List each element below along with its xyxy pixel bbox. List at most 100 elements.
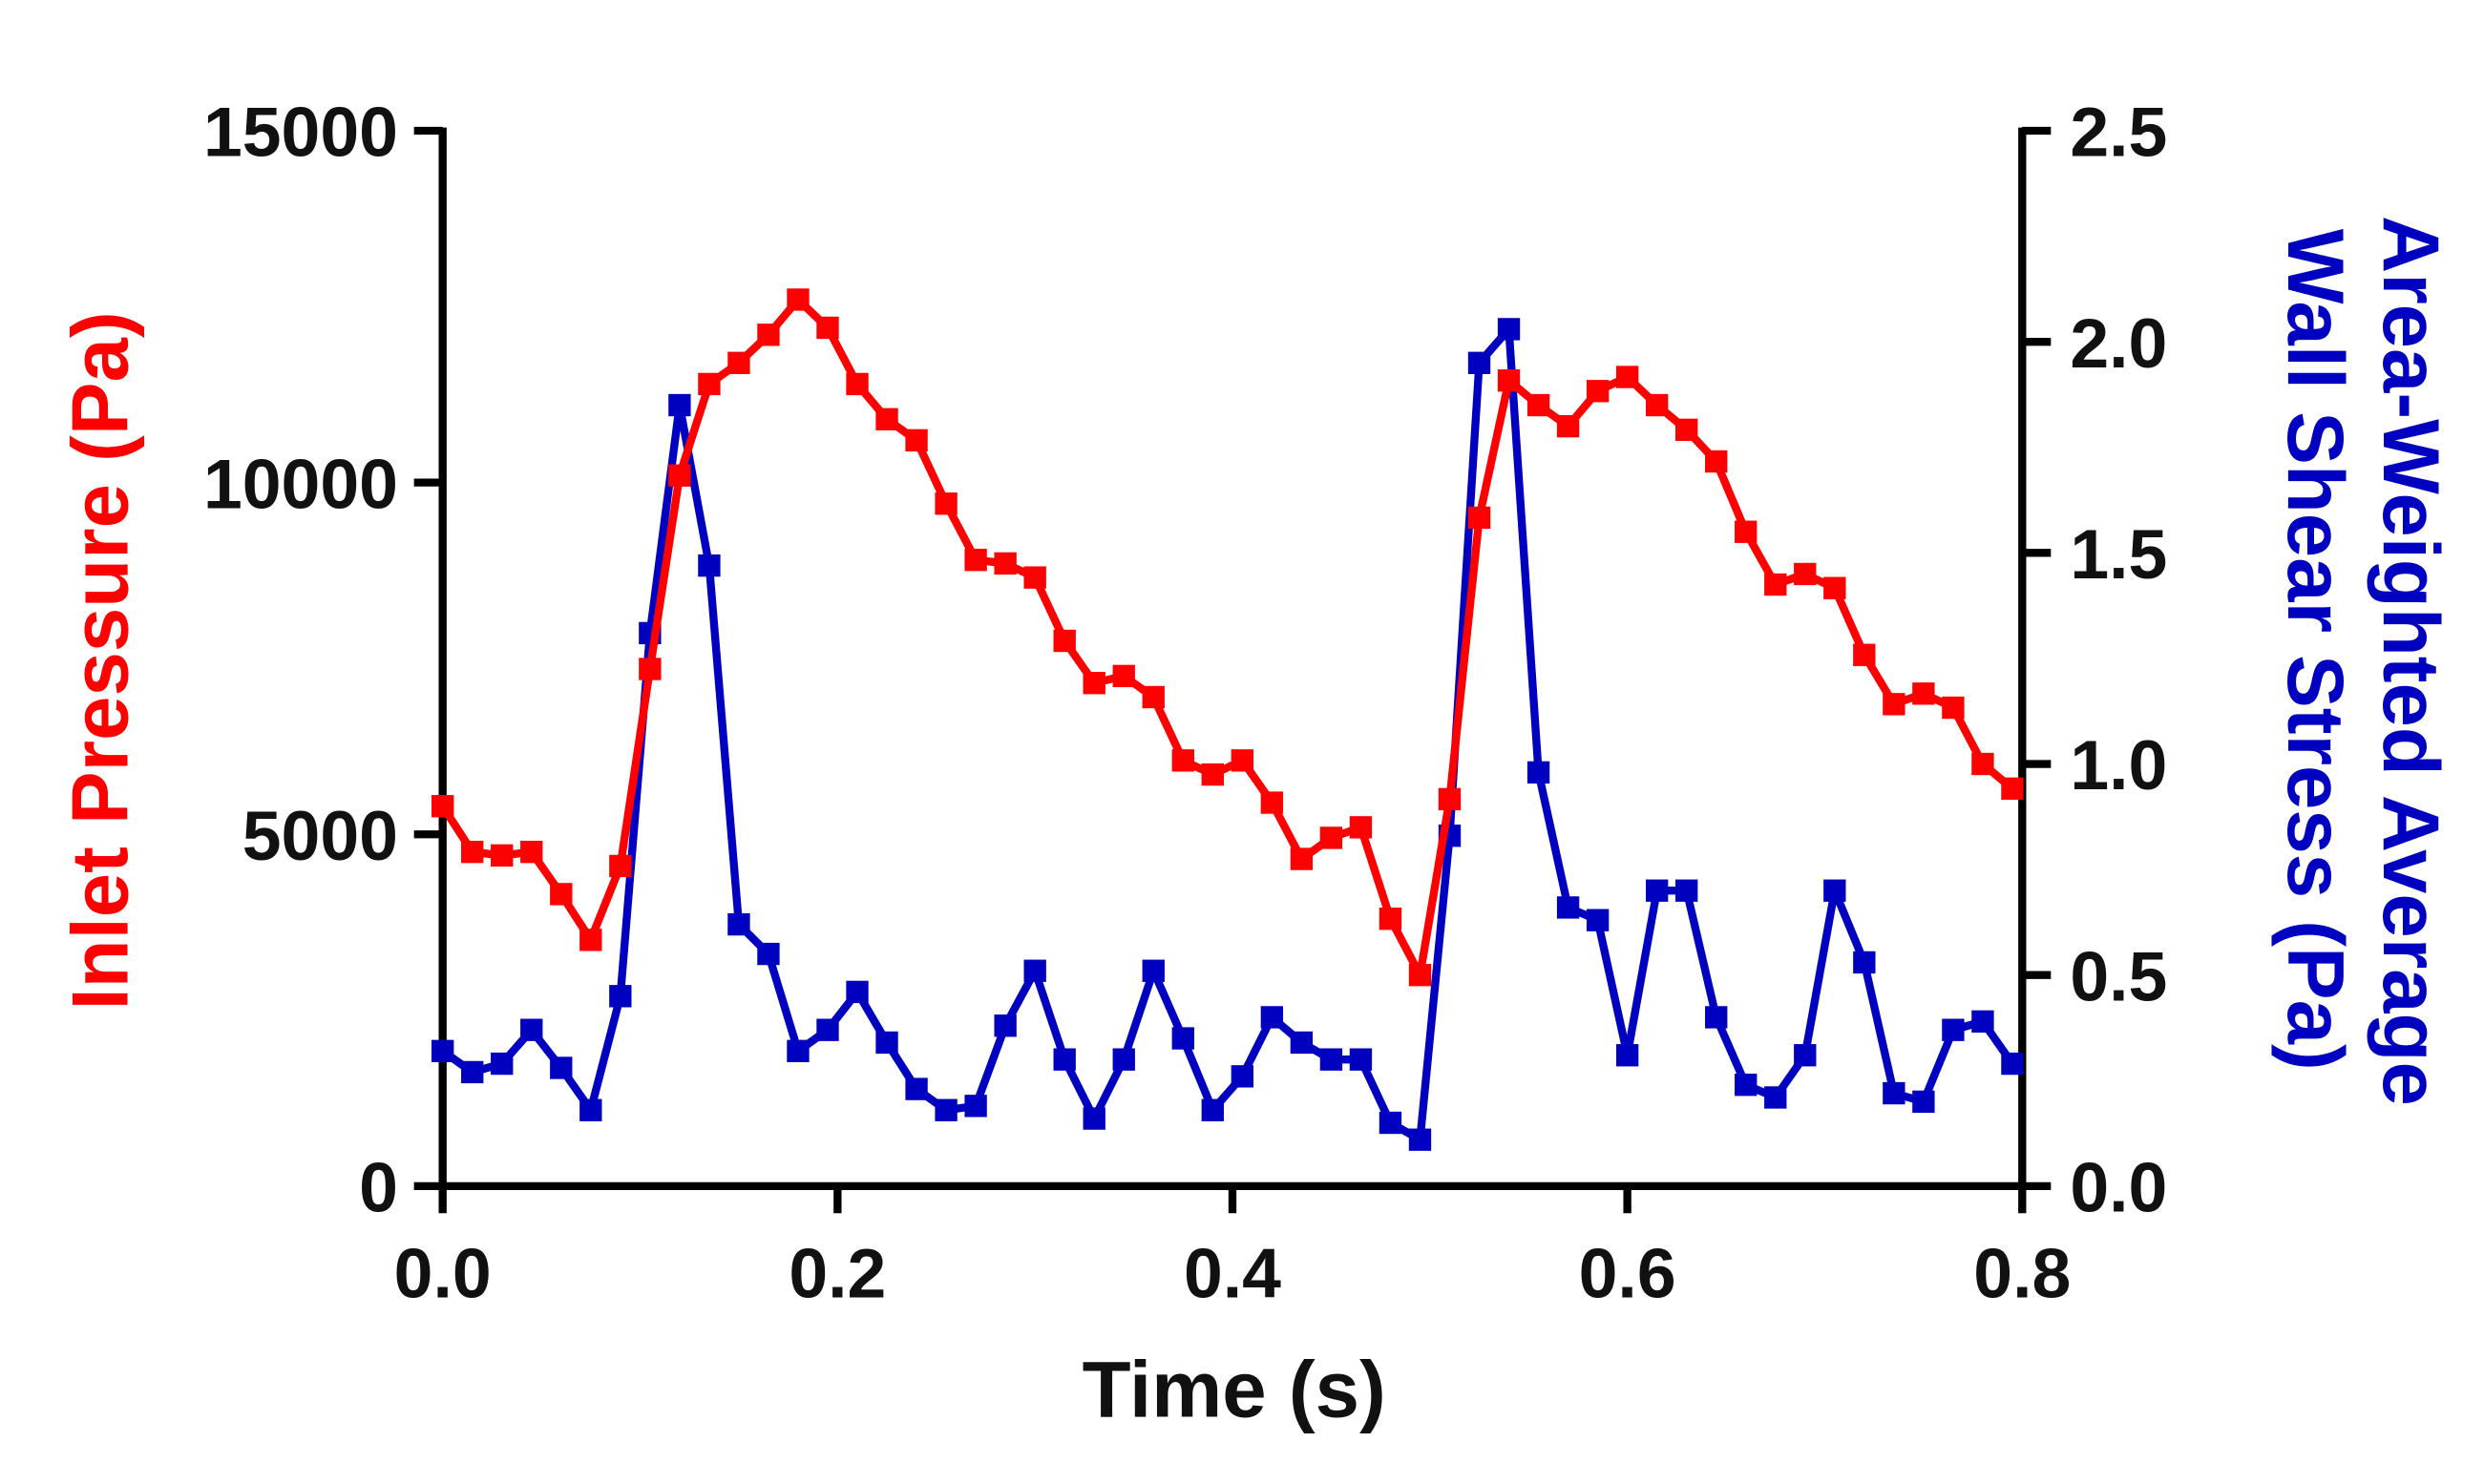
inlet-pressure-point xyxy=(1883,693,1905,716)
inlet-pressure-point xyxy=(1912,682,1935,705)
wall-shear-stress-point xyxy=(1497,318,1521,341)
wall-shear-stress-point xyxy=(1142,959,1165,982)
wall-shear-stress-point xyxy=(905,1077,928,1100)
right-y-tick-label: 2.5 xyxy=(2070,94,2167,172)
inlet-pressure-point xyxy=(579,929,602,951)
inlet-pressure-point xyxy=(1526,393,1550,417)
inlet-pressure-point xyxy=(1497,369,1521,392)
wall-shear-stress-point xyxy=(1735,1074,1758,1097)
right-y-tick-label: 2.0 xyxy=(2070,304,2167,383)
inlet-pressure-point xyxy=(1467,506,1491,530)
wall-shear-stress-point xyxy=(816,1018,839,1041)
inlet-pressure-point xyxy=(1171,749,1194,772)
inlet-pressure-point xyxy=(875,408,898,430)
inlet-pressure-point xyxy=(1408,964,1432,987)
series-group xyxy=(432,288,2024,1151)
inlet-pressure-point xyxy=(1349,816,1373,839)
inlet-pressure-point xyxy=(609,854,632,878)
wall-shear-stress-point xyxy=(698,554,721,577)
wall-shear-stress-point xyxy=(491,1052,514,1076)
wall-shear-stress-point xyxy=(520,1018,543,1041)
wall-shear-stress-point xyxy=(432,1039,454,1062)
inlet-pressure-point xyxy=(520,840,543,864)
x-axis-title: Time (s) xyxy=(1083,1346,1386,1434)
inlet-pressure-point xyxy=(2001,777,2024,800)
wall-shear-stress-point xyxy=(1319,1048,1343,1071)
wall-shear-stress-point xyxy=(1615,1044,1639,1067)
wall-shear-stress-series xyxy=(432,318,2024,1151)
right-y-tick-label: 1.5 xyxy=(2070,515,2167,594)
inlet-pressure-point xyxy=(491,844,514,867)
inlet-pressure-point xyxy=(461,840,484,864)
inlet-pressure-point xyxy=(1794,562,1817,586)
wall-shear-stress-point xyxy=(1526,761,1550,784)
wall-shear-stress-point xyxy=(1171,1027,1194,1050)
wall-shear-stress-point xyxy=(1823,879,1846,902)
inlet-pressure-point xyxy=(964,549,987,572)
inlet-pressure-point xyxy=(935,492,958,515)
inlet-pressure-point xyxy=(1379,908,1402,930)
wall-shear-stress-point xyxy=(1675,879,1698,902)
wall-shear-stress-point xyxy=(668,393,691,417)
inlet-pressure-point xyxy=(1290,847,1314,870)
right-y-axis-title-line2: Wall Shear Stress (Pa) xyxy=(2271,229,2360,1071)
wall-shear-stress-point xyxy=(609,985,632,1008)
wall-shear-stress-point xyxy=(1942,1018,1965,1041)
inlet-pressure-point xyxy=(846,372,869,396)
left-y-tick-label: 5000 xyxy=(242,797,398,875)
inlet-pressure-point xyxy=(1675,418,1698,442)
right-y-tick-label: 0.5 xyxy=(2070,937,2167,1015)
wall-shear-stress-line xyxy=(440,324,2016,1144)
wall-shear-stress-point xyxy=(1083,1107,1105,1130)
wall-shear-stress-point xyxy=(1053,1048,1076,1071)
wall-shear-stress-point xyxy=(1260,1006,1284,1029)
inlet-pressure-point xyxy=(1142,685,1165,709)
inlet-pressure-point xyxy=(639,658,662,680)
inlet-pressure-point xyxy=(1231,749,1254,772)
wall-shear-stress-point xyxy=(875,1031,898,1055)
inlet-pressure-point xyxy=(432,795,454,818)
inlet-pressure-point xyxy=(1735,520,1758,543)
wall-shear-stress-point xyxy=(1794,1044,1817,1067)
inlet-pressure-series xyxy=(432,288,2024,987)
wall-shear-stress-point xyxy=(787,1039,810,1062)
wall-shear-stress-point xyxy=(1556,896,1580,919)
inlet-pressure-point xyxy=(1705,449,1728,473)
inlet-pressure-point xyxy=(1764,573,1787,596)
inlet-pressure-point xyxy=(668,464,691,487)
wall-shear-stress-point xyxy=(727,912,750,936)
wall-shear-stress-point xyxy=(1231,1065,1254,1088)
right-y-axis-title-line1: Area-Weighted Average xyxy=(2367,216,2455,1106)
wall-shear-stress-point xyxy=(1349,1048,1373,1071)
inlet-pressure-point xyxy=(1083,672,1105,695)
inlet-pressure-point xyxy=(1112,664,1135,688)
wall-shear-stress-point xyxy=(846,980,869,1004)
x-tick-label: 0.0 xyxy=(394,1235,492,1313)
wall-shear-stress-point xyxy=(1705,1006,1728,1029)
left-y-tick-label: 0 xyxy=(359,1149,398,1227)
right-y-tick-label: 0.0 xyxy=(2070,1149,2167,1227)
inlet-pressure-point xyxy=(787,288,810,311)
ticks: 0.0 0.2 0.4 0.6 0.8 0 5000 10000 15000 0.0 0.5 1.0 1… xyxy=(203,94,2167,1313)
wall-shear-stress-point xyxy=(1408,1128,1432,1151)
wall-shear-stress-point xyxy=(1379,1111,1402,1135)
wall-shear-stress-point xyxy=(1112,1048,1135,1071)
wall-shear-stress-point xyxy=(935,1098,958,1121)
wall-shear-stress-point xyxy=(1853,951,1876,974)
wall-shear-stress-point xyxy=(1201,1098,1224,1121)
wall-shear-stress-point xyxy=(757,942,780,966)
wall-shear-stress-point xyxy=(461,1060,484,1084)
wall-shear-stress-point xyxy=(1467,351,1491,374)
inlet-pressure-point xyxy=(1645,393,1669,417)
x-tick-label: 0.4 xyxy=(1184,1235,1281,1313)
inlet-pressure-point xyxy=(1023,566,1046,589)
right-y-tick-label: 1.0 xyxy=(2070,726,2167,805)
inlet-pressure-point xyxy=(698,372,721,396)
inlet-pressure-point xyxy=(1586,380,1610,403)
wall-shear-stress-point xyxy=(1883,1081,1905,1105)
inlet-pressure-point xyxy=(905,428,928,452)
inlet-pressure-point xyxy=(816,316,839,340)
wall-shear-stress-point xyxy=(964,1095,987,1118)
inlet-pressure-point xyxy=(1053,629,1076,653)
inlet-pressure-point xyxy=(1823,576,1846,599)
